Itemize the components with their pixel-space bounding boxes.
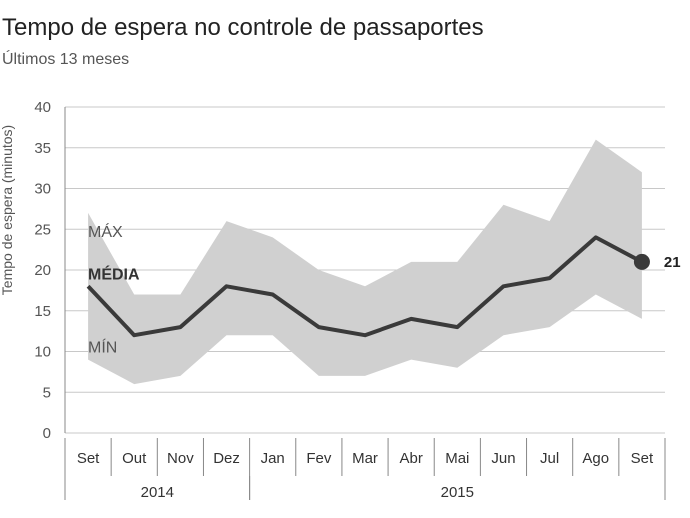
y-axis-label: Tempo de espera (minutos) — [0, 125, 15, 295]
end-point-marker — [633, 253, 650, 270]
y-tick-label: 0 — [43, 425, 51, 442]
y-tick-label: 5 — [43, 384, 51, 401]
x-tick-label: Abr — [399, 450, 422, 467]
year-label: 2014 — [141, 484, 174, 501]
y-tick-label: 30 — [34, 181, 51, 198]
x-tick-label: Out — [122, 450, 147, 467]
y-tick-label: 25 — [34, 221, 51, 238]
x-tick-label: Ago — [582, 450, 609, 467]
mean-line — [86, 235, 643, 338]
chart-title: Tempo de espera no controle de passaport… — [2, 14, 484, 41]
year-label: 2015 — [441, 484, 474, 501]
chart-subtitle: Últimos 13 meses — [2, 51, 130, 68]
x-tick-label: Set — [631, 450, 654, 467]
series-label-min: MÍN — [88, 338, 117, 357]
x-tick-label: Jun — [491, 450, 515, 467]
x-tick-label: Jul — [540, 450, 559, 467]
x-tick-label: Jan — [261, 450, 285, 467]
x-tick-label: Dez — [213, 450, 240, 467]
x-tick-label: Set — [77, 450, 100, 467]
y-tick-label: 20 — [34, 262, 51, 279]
y-tick-label: 15 — [34, 303, 51, 320]
y-tick-label: 10 — [34, 344, 51, 361]
y-tick-label: 35 — [34, 140, 51, 157]
series-label-max: MÁX — [88, 222, 123, 241]
x-tick-label: Mar — [352, 450, 378, 467]
x-tick-label: Nov — [167, 450, 194, 467]
x-tick-label: Fev — [306, 450, 332, 467]
series-label-mean: MÉDIA — [88, 264, 140, 283]
range-band — [88, 139, 642, 385]
y-tick-label: 40 — [34, 99, 51, 116]
end-value-label: 21 — [664, 254, 681, 271]
x-tick-label: Mai — [445, 450, 469, 467]
